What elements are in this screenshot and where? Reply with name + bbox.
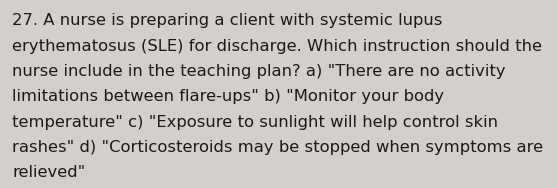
Text: erythematosus (SLE) for discharge. Which instruction should the: erythematosus (SLE) for discharge. Which… [12,39,542,54]
Text: 27. A nurse is preparing a client with systemic lupus: 27. A nurse is preparing a client with s… [12,13,442,28]
Text: nurse include in the teaching plan? a) "There are no activity: nurse include in the teaching plan? a) "… [12,64,506,79]
Text: temperature" c) "Exposure to sunlight will help control skin: temperature" c) "Exposure to sunlight wi… [12,115,498,130]
Text: limitations between flare-ups" b) "Monitor your body: limitations between flare-ups" b) "Monit… [12,89,444,104]
Text: relieved": relieved" [12,165,85,180]
Text: rashes" d) "Corticosteroids may be stopped when symptoms are: rashes" d) "Corticosteroids may be stopp… [12,140,543,155]
